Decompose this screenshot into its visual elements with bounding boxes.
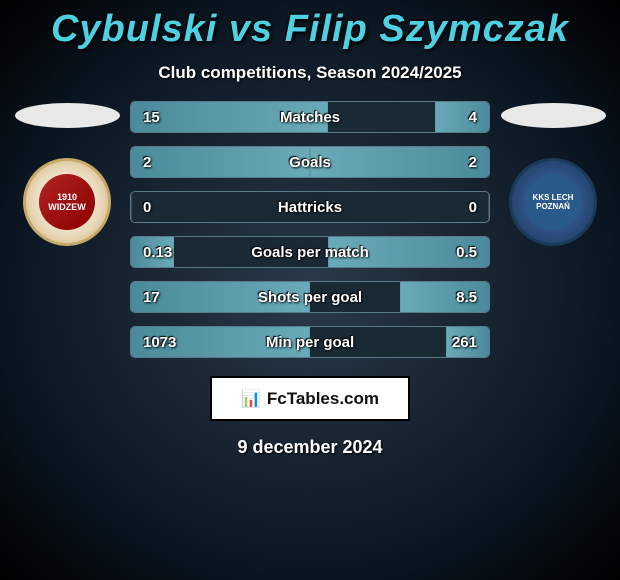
branding-text: FcTables.com	[267, 389, 379, 409]
stat-row: 0Hattricks0	[130, 191, 490, 223]
subtitle: Club competitions, Season 2024/2025	[0, 63, 620, 83]
stat-label: Shots per goal	[201, 289, 419, 306]
player-right-column: KKS LECH POZNAŃ	[498, 101, 608, 246]
stat-value-left: 2	[131, 154, 201, 171]
stat-value-left: 0.13	[131, 244, 201, 261]
stat-row: 2Goals2	[130, 146, 490, 178]
stat-value-left: 0	[131, 199, 201, 216]
crest-right-top: KKS LECH	[533, 193, 574, 202]
crest-left-text: WIDZEW	[48, 202, 86, 212]
stat-value-right: 8.5	[419, 289, 489, 306]
date-label: 9 december 2024	[0, 437, 620, 458]
stat-label: Goals per match	[201, 244, 419, 261]
player-left-column: 1910 WIDZEW	[12, 101, 122, 246]
stat-label: Hattricks	[201, 199, 419, 216]
stat-value-left: 17	[131, 289, 201, 306]
stat-row: 15Matches4	[130, 101, 490, 133]
stat-row: 0.13Goals per match0.5	[130, 236, 490, 268]
stat-value-right: 4	[419, 109, 489, 126]
crest-right-bottom: POZNAŃ	[536, 202, 570, 211]
crest-left-inner: 1910 WIDZEW	[39, 174, 95, 230]
stat-row: 17Shots per goal8.5	[130, 281, 490, 313]
stat-label: Goals	[201, 154, 419, 171]
stat-row: 1073Min per goal261	[130, 326, 490, 358]
stat-value-right: 2	[419, 154, 489, 171]
stat-value-left: 15	[131, 109, 201, 126]
stat-value-left: 1073	[131, 334, 201, 351]
comparison-panel: 1910 WIDZEW 15Matches42Goals20Hattricks0…	[0, 101, 620, 358]
branding-icon: 📊	[241, 389, 261, 409]
branding-badge: 📊 FcTables.com	[210, 376, 410, 421]
player-right-crest: KKS LECH POZNAŃ	[509, 158, 597, 246]
crest-left-year: 1910	[57, 192, 77, 202]
stat-value-right: 261	[419, 334, 489, 351]
page-title: Cybulski vs Filip Szymczak	[0, 0, 620, 51]
stat-label: Matches	[201, 109, 419, 126]
player-right-silhouette	[501, 103, 606, 128]
stats-list: 15Matches4 2Goals2 0Hattricks0 0.13Goals pe…	[130, 101, 490, 358]
player-left-crest: 1910 WIDZEW	[23, 158, 111, 246]
stat-value-right: 0	[419, 199, 489, 216]
crest-right-inner: KKS LECH POZNAŃ	[525, 174, 581, 230]
stat-label: Min per goal	[201, 334, 419, 351]
stat-value-right: 0.5	[419, 244, 489, 261]
player-left-silhouette	[15, 103, 120, 128]
